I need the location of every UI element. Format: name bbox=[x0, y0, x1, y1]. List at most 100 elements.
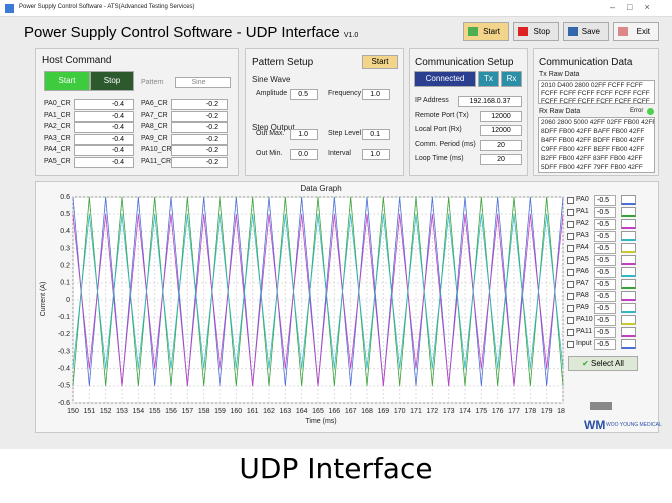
button-icon bbox=[518, 27, 528, 36]
x-tick-label: 167 bbox=[345, 408, 357, 415]
y-tick-label: 0.3 bbox=[60, 245, 70, 252]
y-tick-label: -0.5 bbox=[58, 383, 70, 390]
x-tick-label: 165 bbox=[312, 408, 324, 415]
numeric-input[interactable]: -0.4 bbox=[74, 122, 134, 133]
numeric-input[interactable]: 1.0 bbox=[362, 89, 390, 100]
channel-value: -0.5 bbox=[594, 279, 616, 290]
channel-checkbox[interactable] bbox=[567, 341, 574, 348]
row-label: PA5_CR bbox=[44, 157, 71, 165]
numeric-input[interactable]: -0.2 bbox=[171, 110, 228, 122]
field-label: Out Max. bbox=[256, 130, 285, 137]
channel-checkbox[interactable] bbox=[567, 305, 574, 312]
tx-button[interactable]: Tx bbox=[478, 71, 499, 87]
row-label: PA11_CR bbox=[141, 157, 172, 165]
tx-raw-label: Tx Raw Data bbox=[539, 71, 580, 78]
numeric-input[interactable]: -0.4 bbox=[74, 110, 134, 122]
numeric-input[interactable]: -0.2 bbox=[171, 145, 228, 156]
numeric-input[interactable]: -0.4 bbox=[74, 133, 134, 145]
channel-checkbox[interactable] bbox=[567, 233, 574, 240]
channel-checkbox[interactable] bbox=[567, 257, 574, 264]
pattern-start-button[interactable]: Start bbox=[362, 55, 398, 69]
numeric-input[interactable]: -0.4 bbox=[74, 99, 134, 110]
channel-value: -0.5 bbox=[594, 243, 616, 254]
channel-value: -0.5 bbox=[594, 303, 616, 314]
channel-name: PA0 bbox=[576, 196, 589, 203]
x-tick-label: 153 bbox=[116, 408, 128, 415]
window-controls[interactable]: –□× bbox=[610, 2, 662, 12]
channel-value: -0.5 bbox=[594, 207, 616, 218]
numeric-input[interactable]: -0.4 bbox=[74, 156, 134, 168]
y-tick-label: -0.4 bbox=[58, 366, 70, 373]
logo-text: WOO YOUNG MEDICAL bbox=[606, 422, 662, 428]
header-button[interactable]: Stop bbox=[513, 22, 559, 41]
select-all-button[interactable]: ✔ Select All bbox=[568, 356, 638, 371]
field-input[interactable]: 20 bbox=[480, 139, 522, 151]
channel-checkbox[interactable] bbox=[567, 197, 574, 204]
x-tick-label: 156 bbox=[165, 408, 177, 415]
numeric-input[interactable]: -0.2 bbox=[171, 133, 228, 145]
field-label: Remote Port (Tx) bbox=[415, 111, 469, 119]
channel-value: -0.5 bbox=[594, 219, 616, 230]
row-label: PA1_CR bbox=[44, 111, 71, 119]
x-tick-label: 162 bbox=[263, 408, 275, 415]
field-input[interactable]: 20 bbox=[480, 154, 522, 165]
channel-checkbox[interactable] bbox=[567, 329, 574, 336]
channel-name: PA3 bbox=[576, 232, 589, 239]
channel-checkbox[interactable] bbox=[567, 281, 574, 288]
channel-checkbox[interactable] bbox=[567, 269, 574, 276]
field-label: Frequency bbox=[328, 90, 362, 97]
graph-toolbar[interactable] bbox=[590, 402, 612, 410]
header-button[interactable]: Save bbox=[563, 22, 609, 41]
y-tick-label: 0.5 bbox=[60, 211, 70, 218]
channel-checkbox[interactable] bbox=[567, 317, 574, 324]
numeric-input[interactable]: 1.0 bbox=[362, 149, 390, 160]
channel-name: PA7 bbox=[576, 280, 589, 287]
channel-checkbox[interactable] bbox=[567, 209, 574, 216]
channel-checkbox[interactable] bbox=[567, 245, 574, 252]
header-button[interactable]: Exit bbox=[613, 22, 659, 41]
channel-checkbox[interactable] bbox=[567, 293, 574, 300]
numeric-input[interactable]: 0.5 bbox=[290, 89, 318, 100]
x-tick-label: 154 bbox=[132, 408, 144, 415]
numeric-input[interactable]: -0.2 bbox=[171, 99, 228, 110]
channel-value: -0.5 bbox=[594, 255, 616, 266]
tx-line: 2010 D400 2800 02FF FCFF FCFF bbox=[541, 82, 643, 89]
y-tick-label: -0.2 bbox=[58, 331, 70, 338]
x-tick-label: 163 bbox=[279, 408, 291, 415]
field-input[interactable]: 12000 bbox=[480, 125, 522, 136]
channel-color bbox=[621, 267, 636, 277]
field-label: Out Min. bbox=[256, 150, 283, 157]
field-label: Loop Time (ms) bbox=[415, 155, 464, 162]
y-tick-label: 0.6 bbox=[60, 194, 70, 201]
numeric-input[interactable]: 1.0 bbox=[290, 129, 318, 140]
y-tick-label: -0.6 bbox=[58, 400, 70, 407]
section-title: Sine Wave bbox=[252, 75, 291, 84]
numeric-input[interactable]: -0.4 bbox=[74, 145, 134, 156]
title-sub: UDP Interface bbox=[245, 24, 340, 41]
channel-color bbox=[621, 339, 636, 349]
section-title: Step Output bbox=[252, 123, 295, 132]
stop-button[interactable]: Stop bbox=[90, 71, 134, 91]
numeric-input[interactable]: 0.0 bbox=[290, 149, 318, 160]
channel-name: Input bbox=[576, 340, 592, 347]
rx-button[interactable]: Rx bbox=[501, 71, 522, 87]
start-button[interactable]: Start bbox=[44, 71, 90, 91]
numeric-input[interactable]: 0.1 bbox=[362, 129, 390, 140]
tx-line: FCFF FCFF FCFF FCFF FCFF FCFF bbox=[541, 90, 650, 97]
field-label: Step Level bbox=[328, 130, 362, 137]
field-input[interactable]: 12000 bbox=[480, 110, 522, 122]
numeric-input[interactable]: -0.2 bbox=[171, 156, 228, 168]
series-line bbox=[72, 196, 564, 386]
numeric-input[interactable]: -0.2 bbox=[171, 122, 228, 133]
x-tick-label: 178 bbox=[524, 408, 536, 415]
rx-line: B2FF FB00 42FF 83FF FB00 42FF bbox=[541, 155, 643, 162]
rx-line: 2060 2800 5000 42FF 02FF FB00 42FF bbox=[541, 119, 655, 126]
header-button[interactable]: Start bbox=[463, 22, 509, 41]
x-tick-label: 168 bbox=[361, 408, 373, 415]
chart: Data Graph Time (ms) Current (A) -0.6 -0.… bbox=[40, 184, 565, 425]
connected-button[interactable]: Connected bbox=[414, 71, 476, 87]
channel-color bbox=[621, 327, 636, 337]
channel-checkbox[interactable] bbox=[567, 221, 574, 228]
pattern-select[interactable]: Sine bbox=[175, 77, 231, 88]
